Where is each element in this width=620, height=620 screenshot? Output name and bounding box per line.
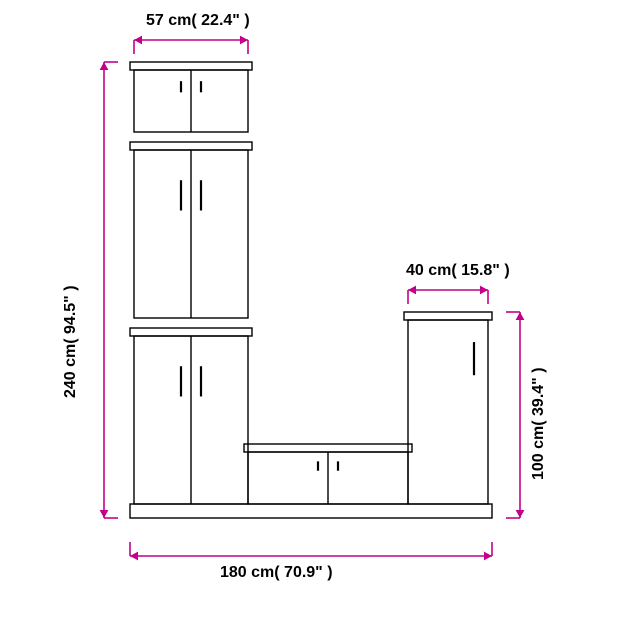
dim-label-left-h: 240 cm( 94.5" ) xyxy=(62,285,80,398)
dim-label-right-w: 40 cm( 15.8" ) xyxy=(406,262,510,280)
dim-label-top: 57 cm( 22.4" ) xyxy=(146,12,250,30)
dim-label-right-h: 100 cm( 39.4" ) xyxy=(530,367,548,480)
furniture-drawing xyxy=(0,0,620,620)
dim-label-bottom: 180 cm( 70.9" ) xyxy=(220,564,333,582)
diagram-stage: 57 cm( 22.4" ) 40 cm( 15.8" ) 180 cm( 70… xyxy=(0,0,620,620)
